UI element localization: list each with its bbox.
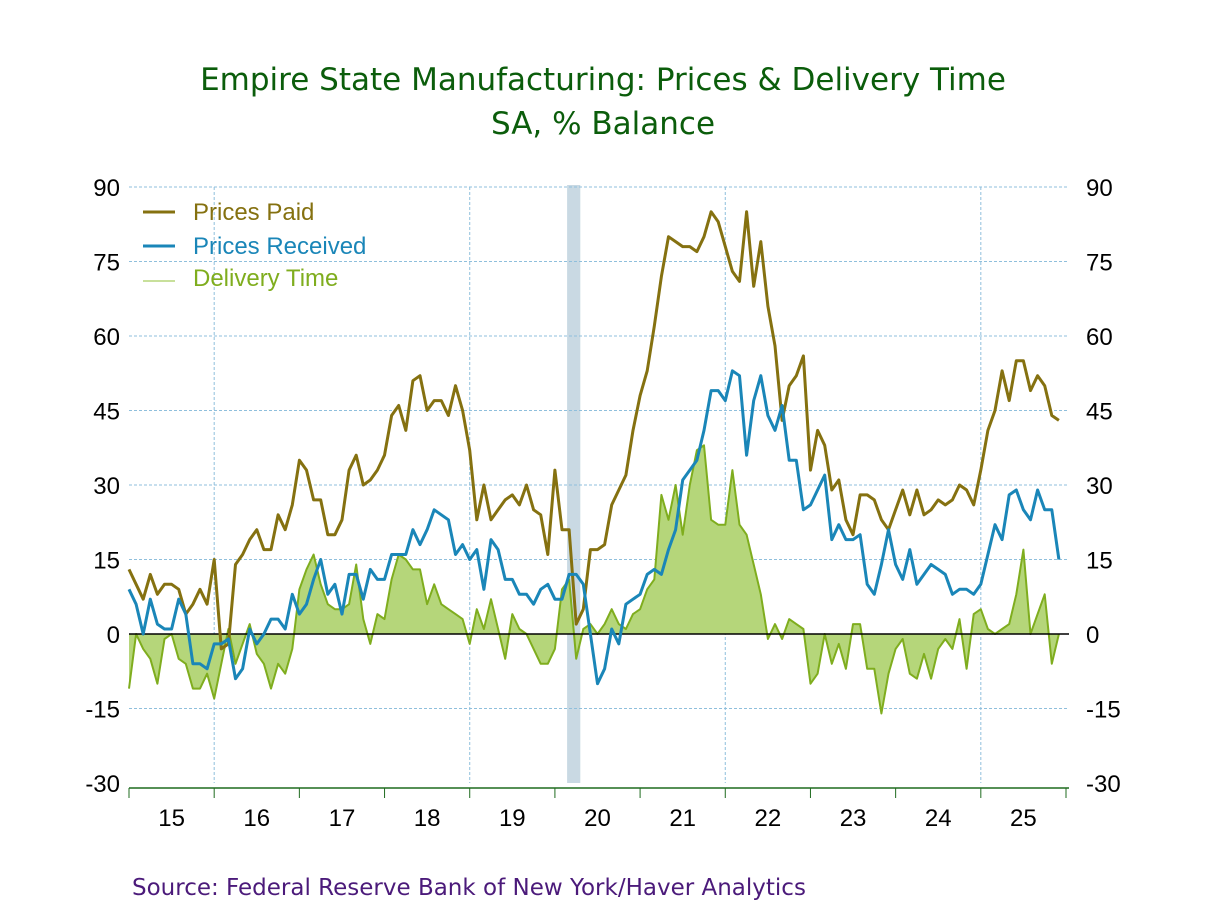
x-tick-label: 17: [329, 805, 356, 832]
y-tick-label-left: -15: [85, 697, 120, 724]
x-tick-label: 22: [755, 805, 782, 832]
legend-item-prices-received: Prices Received: [143, 233, 366, 260]
y-tick-label-left: 15: [93, 548, 120, 575]
x-tick-label: 18: [414, 805, 441, 832]
y-tick-label-left: -30: [85, 771, 120, 798]
x-tick-label: 15: [158, 805, 185, 832]
chart-title: Empire State Manufacturing: Prices & Del…: [200, 62, 1006, 98]
y-tick-label-left: 75: [93, 250, 120, 277]
recession-bar: [567, 185, 581, 783]
y-tick-label-right: 0: [1086, 622, 1099, 649]
x-tick-label: 19: [499, 805, 526, 832]
chart-subtitle: SA, % Balance: [491, 106, 715, 142]
recession-shading-layer: [567, 185, 581, 783]
legend-item-prices-paid: Prices Paid: [143, 199, 314, 226]
legend-label-prices-paid: Prices Paid: [193, 199, 314, 226]
y-tick-label-right: 45: [1086, 399, 1113, 426]
legend-item-delivery-time: Delivery Time: [143, 265, 338, 292]
y-tick-label-left: 0: [107, 622, 120, 649]
legend: Prices Paid Prices Received Delivery Tim…: [143, 199, 366, 292]
x-tick-label: 16: [243, 805, 270, 832]
x-axis: [128, 787, 1069, 798]
y-tick-label-right: 60: [1086, 324, 1113, 351]
y-tick-label-left: 45: [93, 399, 120, 426]
x-tick-label: 20: [584, 805, 611, 832]
x-tick-label: 23: [840, 805, 867, 832]
series-line-prices-received: [127, 369, 1061, 686]
y-axis-right: 90 75 60 45 30 15 0 -15 -30: [1086, 175, 1121, 798]
y-tick-label-right: 30: [1086, 473, 1113, 500]
x-tick-labels: 15 16 17 18 19 20 21 22 23 24 25: [158, 805, 1037, 832]
x-tick-label: 25: [1010, 805, 1037, 832]
y-tick-label-right: -30: [1086, 771, 1121, 798]
y-axis-left: 90 75 60 45 30 15 0 -15 -30: [85, 175, 120, 798]
line-layer: [127, 210, 1061, 686]
y-tick-label-right: 90: [1086, 175, 1113, 202]
x-tick-label: 24: [925, 805, 952, 832]
series-line-prices-paid: [127, 210, 1060, 651]
y-tick-label-left: 30: [93, 473, 120, 500]
y-tick-label-right: 15: [1086, 548, 1113, 575]
series-line-delivery-time: [128, 444, 1060, 715]
legend-label-delivery-time: Delivery Time: [193, 265, 338, 292]
y-tick-label-right: 75: [1086, 250, 1113, 277]
legend-label-prices-received: Prices Received: [193, 233, 366, 260]
source-note: Source: Federal Reserve Bank of New York…: [132, 875, 806, 901]
y-tick-label-right: -15: [1086, 697, 1121, 724]
y-tick-label-left: 60: [93, 324, 120, 351]
y-tick-label-left: 90: [93, 175, 120, 202]
x-tick-label: 21: [669, 805, 696, 832]
